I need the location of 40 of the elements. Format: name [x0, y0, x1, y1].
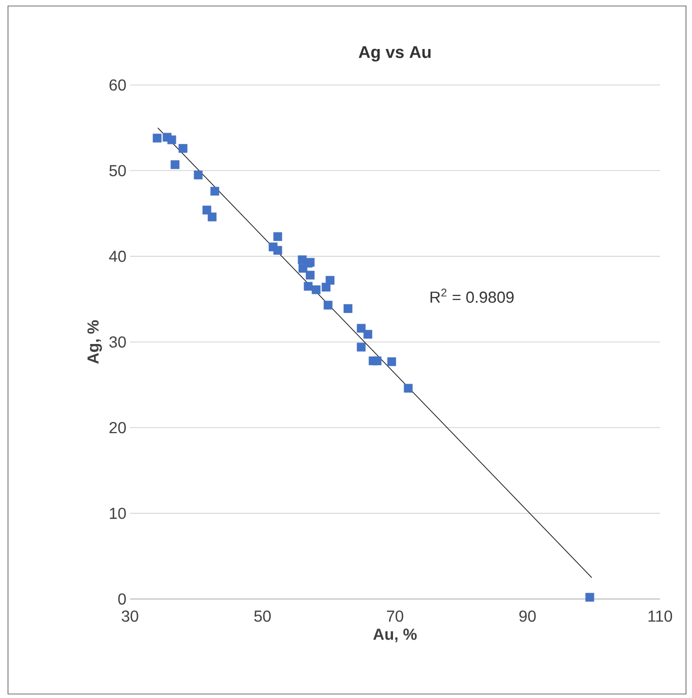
point [194, 170, 203, 180]
point [306, 270, 315, 280]
x-tick-label: 90 [519, 610, 536, 622]
x-tick-label: 50 [254, 610, 271, 622]
point [356, 342, 366, 352]
y-tick-label: 10 [110, 508, 126, 519]
point [326, 276, 334, 285]
x-axis-title: Au, % [373, 628, 417, 642]
x-tick-label: 70 [386, 610, 404, 622]
point [363, 330, 372, 339]
y-tick-label: 20 [110, 422, 126, 434]
x-tick-label: 30 [122, 610, 138, 622]
point [312, 285, 321, 294]
point [585, 592, 594, 602]
point [208, 212, 217, 222]
point [298, 264, 308, 273]
point [387, 357, 396, 366]
point [273, 246, 282, 255]
y-axis-title: Ag, % [87, 320, 102, 364]
point [304, 282, 313, 291]
point [210, 186, 220, 196]
point [202, 206, 212, 214]
point [178, 144, 188, 153]
y-tick-label: 60 [110, 79, 126, 91]
point [167, 135, 176, 144]
point [170, 160, 180, 170]
chart-title: Ag vs Au [358, 46, 431, 62]
y-tick-label: 40 [109, 250, 126, 262]
y-tick-label: 30 [109, 336, 126, 348]
point [273, 232, 282, 242]
point [404, 384, 413, 393]
point [152, 134, 162, 142]
y-tick-label: 0 [118, 593, 126, 605]
point [324, 300, 332, 310]
annotation: R$^{2}$ = 0.9809 [430, 288, 514, 303]
y-tick-label: 50 [109, 165, 126, 176]
x-tick-label: 110 [648, 610, 672, 622]
point [356, 324, 366, 333]
point [372, 356, 382, 366]
point [344, 304, 352, 313]
